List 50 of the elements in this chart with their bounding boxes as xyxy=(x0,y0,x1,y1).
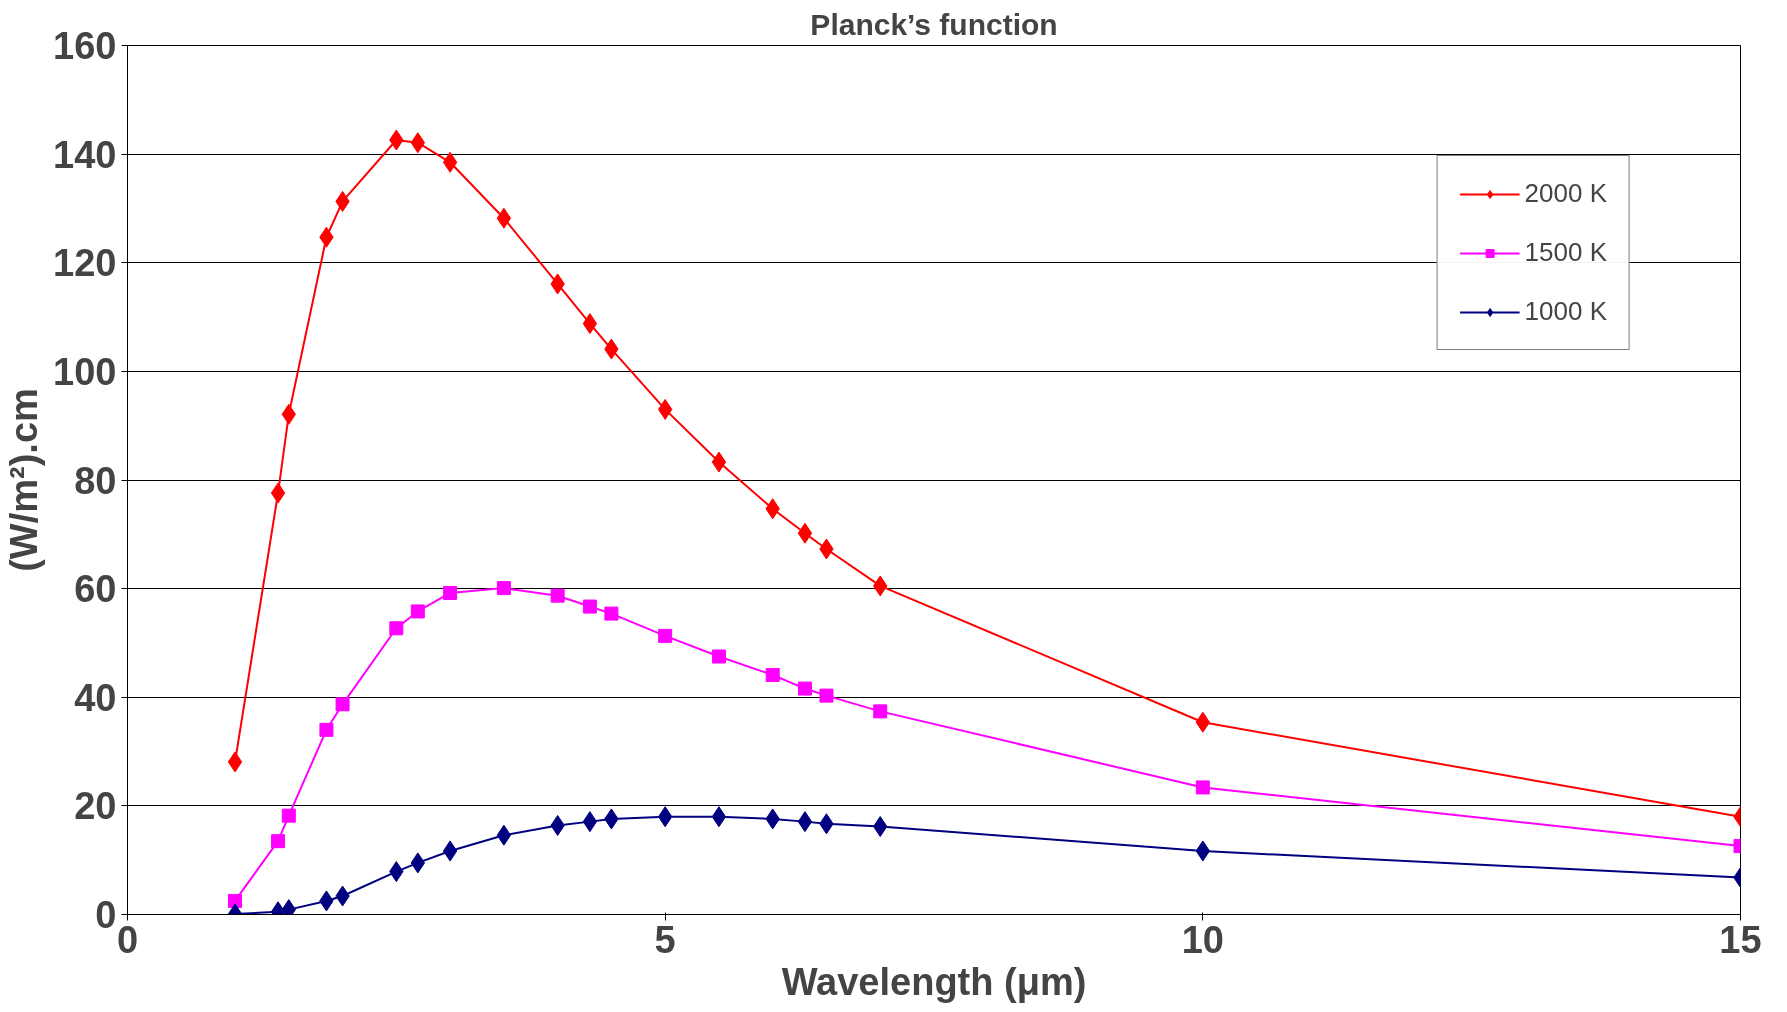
chart-title: Planck’s function xyxy=(810,7,1058,41)
legend-label: 1500 K xyxy=(1524,237,1607,268)
point xyxy=(410,132,426,154)
point xyxy=(819,688,834,703)
legend-label: 1000 K xyxy=(1524,296,1607,327)
point xyxy=(711,649,726,664)
point xyxy=(797,811,813,833)
x-tick-label: 5 xyxy=(654,918,676,961)
point xyxy=(582,811,598,833)
y-tick-label: 120 xyxy=(53,242,117,285)
y-tick-label: 20 xyxy=(74,785,117,828)
point xyxy=(227,751,243,773)
x-tick-label: 15 xyxy=(1719,918,1762,961)
point xyxy=(765,667,780,682)
y-tick-label: 160 xyxy=(53,25,117,67)
point xyxy=(410,852,426,874)
point xyxy=(389,621,404,636)
point xyxy=(496,824,512,846)
point xyxy=(550,588,565,603)
point xyxy=(270,482,286,504)
y-tick-label: 40 xyxy=(74,676,117,719)
x-tick-label: 10 xyxy=(1181,918,1224,961)
point xyxy=(442,151,458,173)
y-tick-label: 60 xyxy=(74,568,117,611)
y-tick-label: 140 xyxy=(53,133,117,176)
point xyxy=(582,599,597,614)
point xyxy=(658,628,673,643)
point xyxy=(711,806,727,828)
point xyxy=(319,722,334,737)
y-tick-label: 80 xyxy=(74,459,117,502)
point xyxy=(496,207,512,229)
x-axis-title: Wavelength (μm) xyxy=(781,960,1087,1003)
point xyxy=(281,808,296,823)
point xyxy=(496,581,511,596)
y-tick-label: 100 xyxy=(53,350,117,393)
legend-label: 2000 K xyxy=(1524,178,1607,209)
point xyxy=(443,585,458,600)
point xyxy=(797,522,813,544)
point xyxy=(1195,780,1210,795)
point xyxy=(228,893,243,908)
y-axis-title: (W/m²).cm xyxy=(3,388,46,572)
point xyxy=(873,704,888,719)
point xyxy=(797,681,812,696)
point xyxy=(442,840,458,862)
point xyxy=(271,834,286,849)
point xyxy=(410,604,425,619)
point xyxy=(582,313,598,335)
point xyxy=(711,451,727,473)
point xyxy=(335,697,350,712)
point xyxy=(604,606,619,621)
